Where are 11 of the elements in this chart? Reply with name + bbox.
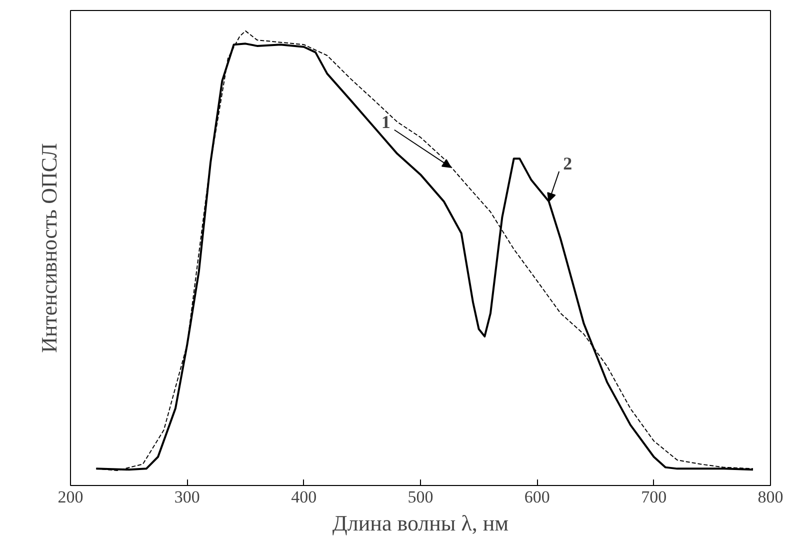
x-tick-label: 600 (524, 488, 550, 506)
x-tick-label: 300 (174, 488, 200, 506)
x-tick-label: 400 (291, 488, 317, 506)
annotation: 1 (381, 112, 390, 132)
x-axis-title: Длина волны λ, нм (332, 510, 509, 536)
x-tick-label: 800 (758, 488, 784, 506)
y-axis-title: Интенсивность ОПСЛ (36, 143, 62, 353)
x-tick-label: 700 (641, 488, 667, 506)
x-tick-label: 200 (58, 488, 84, 506)
x-tick-label: 500 (408, 488, 434, 506)
annotation: 2 (563, 153, 572, 174)
